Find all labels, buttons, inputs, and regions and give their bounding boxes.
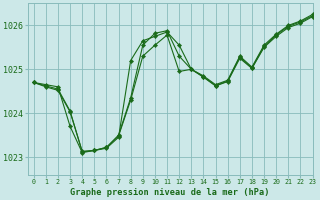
X-axis label: Graphe pression niveau de la mer (hPa): Graphe pression niveau de la mer (hPa) [70,188,270,197]
